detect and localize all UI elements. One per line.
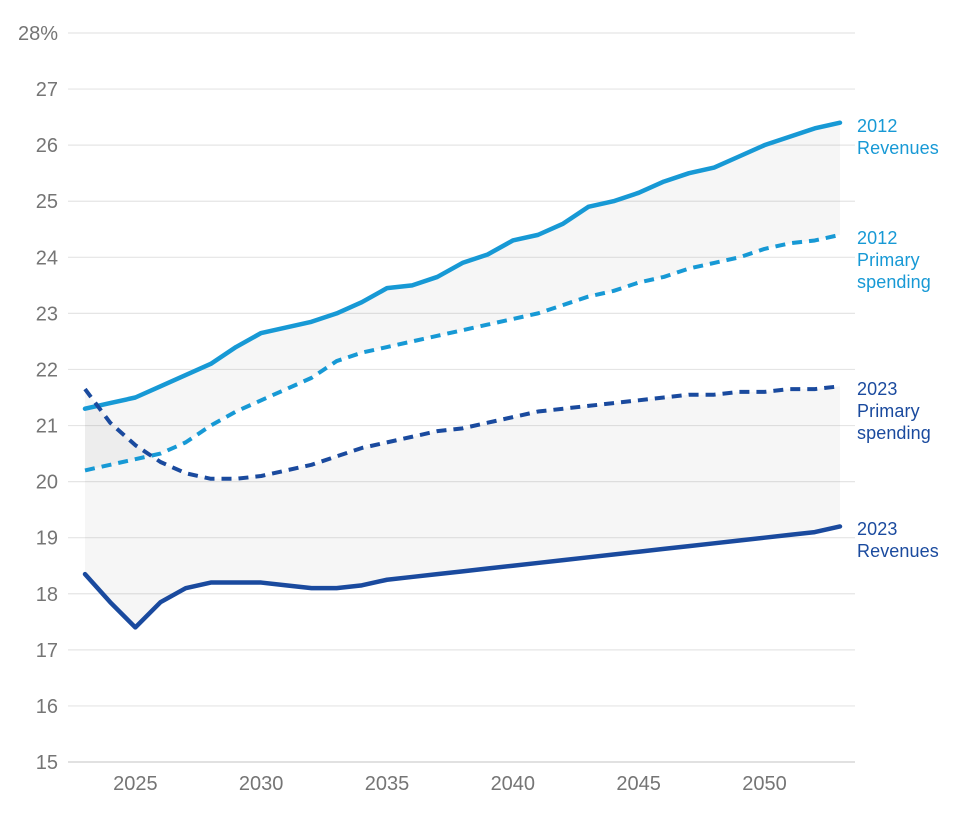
series-label-line: spending	[857, 272, 931, 292]
series-label-line: 2012	[857, 228, 898, 248]
series-label-2023-revenues: 2023 Revenues	[857, 518, 975, 562]
series-label-line: spending	[857, 423, 931, 443]
series-label-line: Primary	[857, 250, 920, 270]
x-axis-tick-label: 2045	[616, 773, 661, 795]
series-label-line: 2023	[857, 379, 898, 399]
x-axis-tick-label: 2050	[742, 773, 787, 795]
series-label-line: Revenues	[857, 138, 939, 158]
series-label-line: 2012	[857, 116, 898, 136]
x-axis-tick-label: 2030	[239, 773, 284, 795]
series-label-line: 2023	[857, 519, 898, 539]
series-line-2023-revenues	[82, 524, 843, 630]
shaded-band-2023-primary-spending-to-2023-revenues	[85, 386, 840, 628]
series-label-line: Primary	[857, 401, 920, 421]
series-line-2012-primary-spending	[84, 232, 841, 473]
y-axis-tick-label: 17	[36, 640, 58, 662]
y-axis-tick-label: 23	[36, 303, 58, 325]
y-axis-tick-label: 25	[36, 191, 58, 213]
y-axis-tick-label: 21	[36, 416, 58, 438]
series-line-2012-revenues	[82, 120, 843, 411]
y-axis-tick-label: 27	[36, 79, 58, 101]
y-axis-tick-label: 16	[36, 696, 58, 718]
series-label-2012-revenues: 2012 Revenues	[857, 115, 975, 159]
x-axis-tick-label: 2040	[491, 773, 536, 795]
series-label-2023-primary-spending: 2023 Primary spending	[857, 378, 975, 444]
y-axis-tick-label: 20	[36, 472, 58, 494]
x-axis-tick-label: 2025	[113, 773, 158, 795]
x-axis-tick-label: 2035	[365, 773, 410, 795]
y-axis-tick-label: 24	[36, 247, 58, 269]
y-axis-tick-label: 26	[36, 135, 58, 157]
y-axis-tick-label: 22	[36, 359, 58, 381]
series-label-2012-primary-spending: 2012 Primary spending	[857, 227, 975, 293]
shaded-band-2012-revenues-to-2012-primary-spending	[85, 122, 840, 471]
series-line-2023-primary-spending	[83, 384, 841, 481]
y-axis-tick-label: 15	[36, 752, 58, 774]
y-axis-tick-label: 28%	[18, 23, 58, 45]
y-axis-tick-label: 18	[36, 584, 58, 606]
y-axis-tick-label: 19	[36, 528, 58, 550]
series-label-line: Revenues	[857, 541, 939, 561]
